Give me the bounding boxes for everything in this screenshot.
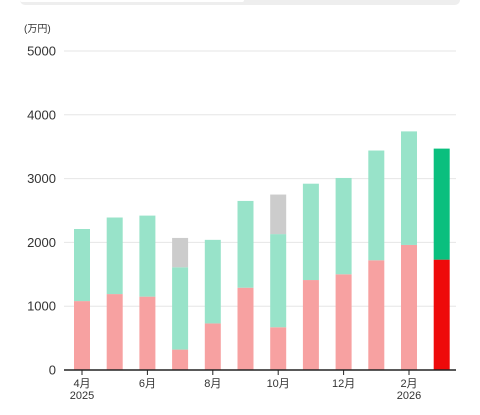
bar-segment (401, 131, 417, 245)
y-tick-label: 1000 (27, 299, 56, 314)
x-tick-label: 10月 (267, 378, 290, 390)
bar-segment (433, 148, 450, 260)
x-tick-label: 4月 (73, 378, 90, 390)
bar-segment (270, 327, 287, 370)
y-axis-ticks: 0 1000 2000 3000 4000 5000 (27, 44, 56, 378)
bar-segment (172, 237, 189, 268)
x-tick-label: 2月 (400, 378, 417, 390)
bar-segment (74, 301, 90, 370)
bar-segment (270, 194, 287, 235)
bar-segment (204, 323, 221, 370)
x-tick-label: 8月 (204, 378, 221, 390)
bar-segment (139, 215, 156, 297)
bar-segment (74, 229, 90, 302)
bar-segment (401, 244, 417, 370)
y-tick-label: 3000 (27, 171, 56, 186)
y-tick-label: 2000 (27, 235, 56, 250)
bar-segment (368, 260, 385, 370)
y-tick-label: 0 (49, 363, 56, 378)
grid-lines (64, 50, 456, 307)
bar-segment (139, 296, 156, 370)
bar-segment (106, 217, 123, 295)
bar-segment (433, 259, 450, 370)
bars (74, 131, 450, 370)
bar-segment (172, 267, 189, 350)
x-tick-label: 6月 (139, 378, 156, 390)
bar-segment (237, 200, 254, 288)
bar-segment (106, 294, 123, 370)
bar-segment (335, 177, 352, 275)
x-tick-year-label: 2025 (70, 390, 94, 402)
bar-segment (302, 183, 319, 281)
y-axis-unit-label: (万円) (24, 24, 51, 35)
x-tick-label: 12月 (332, 378, 355, 390)
bar-segment (302, 280, 319, 370)
x-tick-year-label: 2026 (397, 390, 421, 402)
y-tick-label: 4000 (27, 107, 56, 122)
bar-segment (204, 239, 221, 324)
y-tick-label: 5000 (27, 44, 56, 59)
bar-segment (335, 274, 352, 370)
segment-tab-selected[interactable] (20, 0, 244, 2)
bar-segment (270, 234, 287, 328)
bar-segment (368, 150, 385, 261)
bar-segment (237, 287, 254, 370)
segment-tab-bar[interactable] (20, 0, 460, 5)
bar-segment (172, 349, 189, 370)
